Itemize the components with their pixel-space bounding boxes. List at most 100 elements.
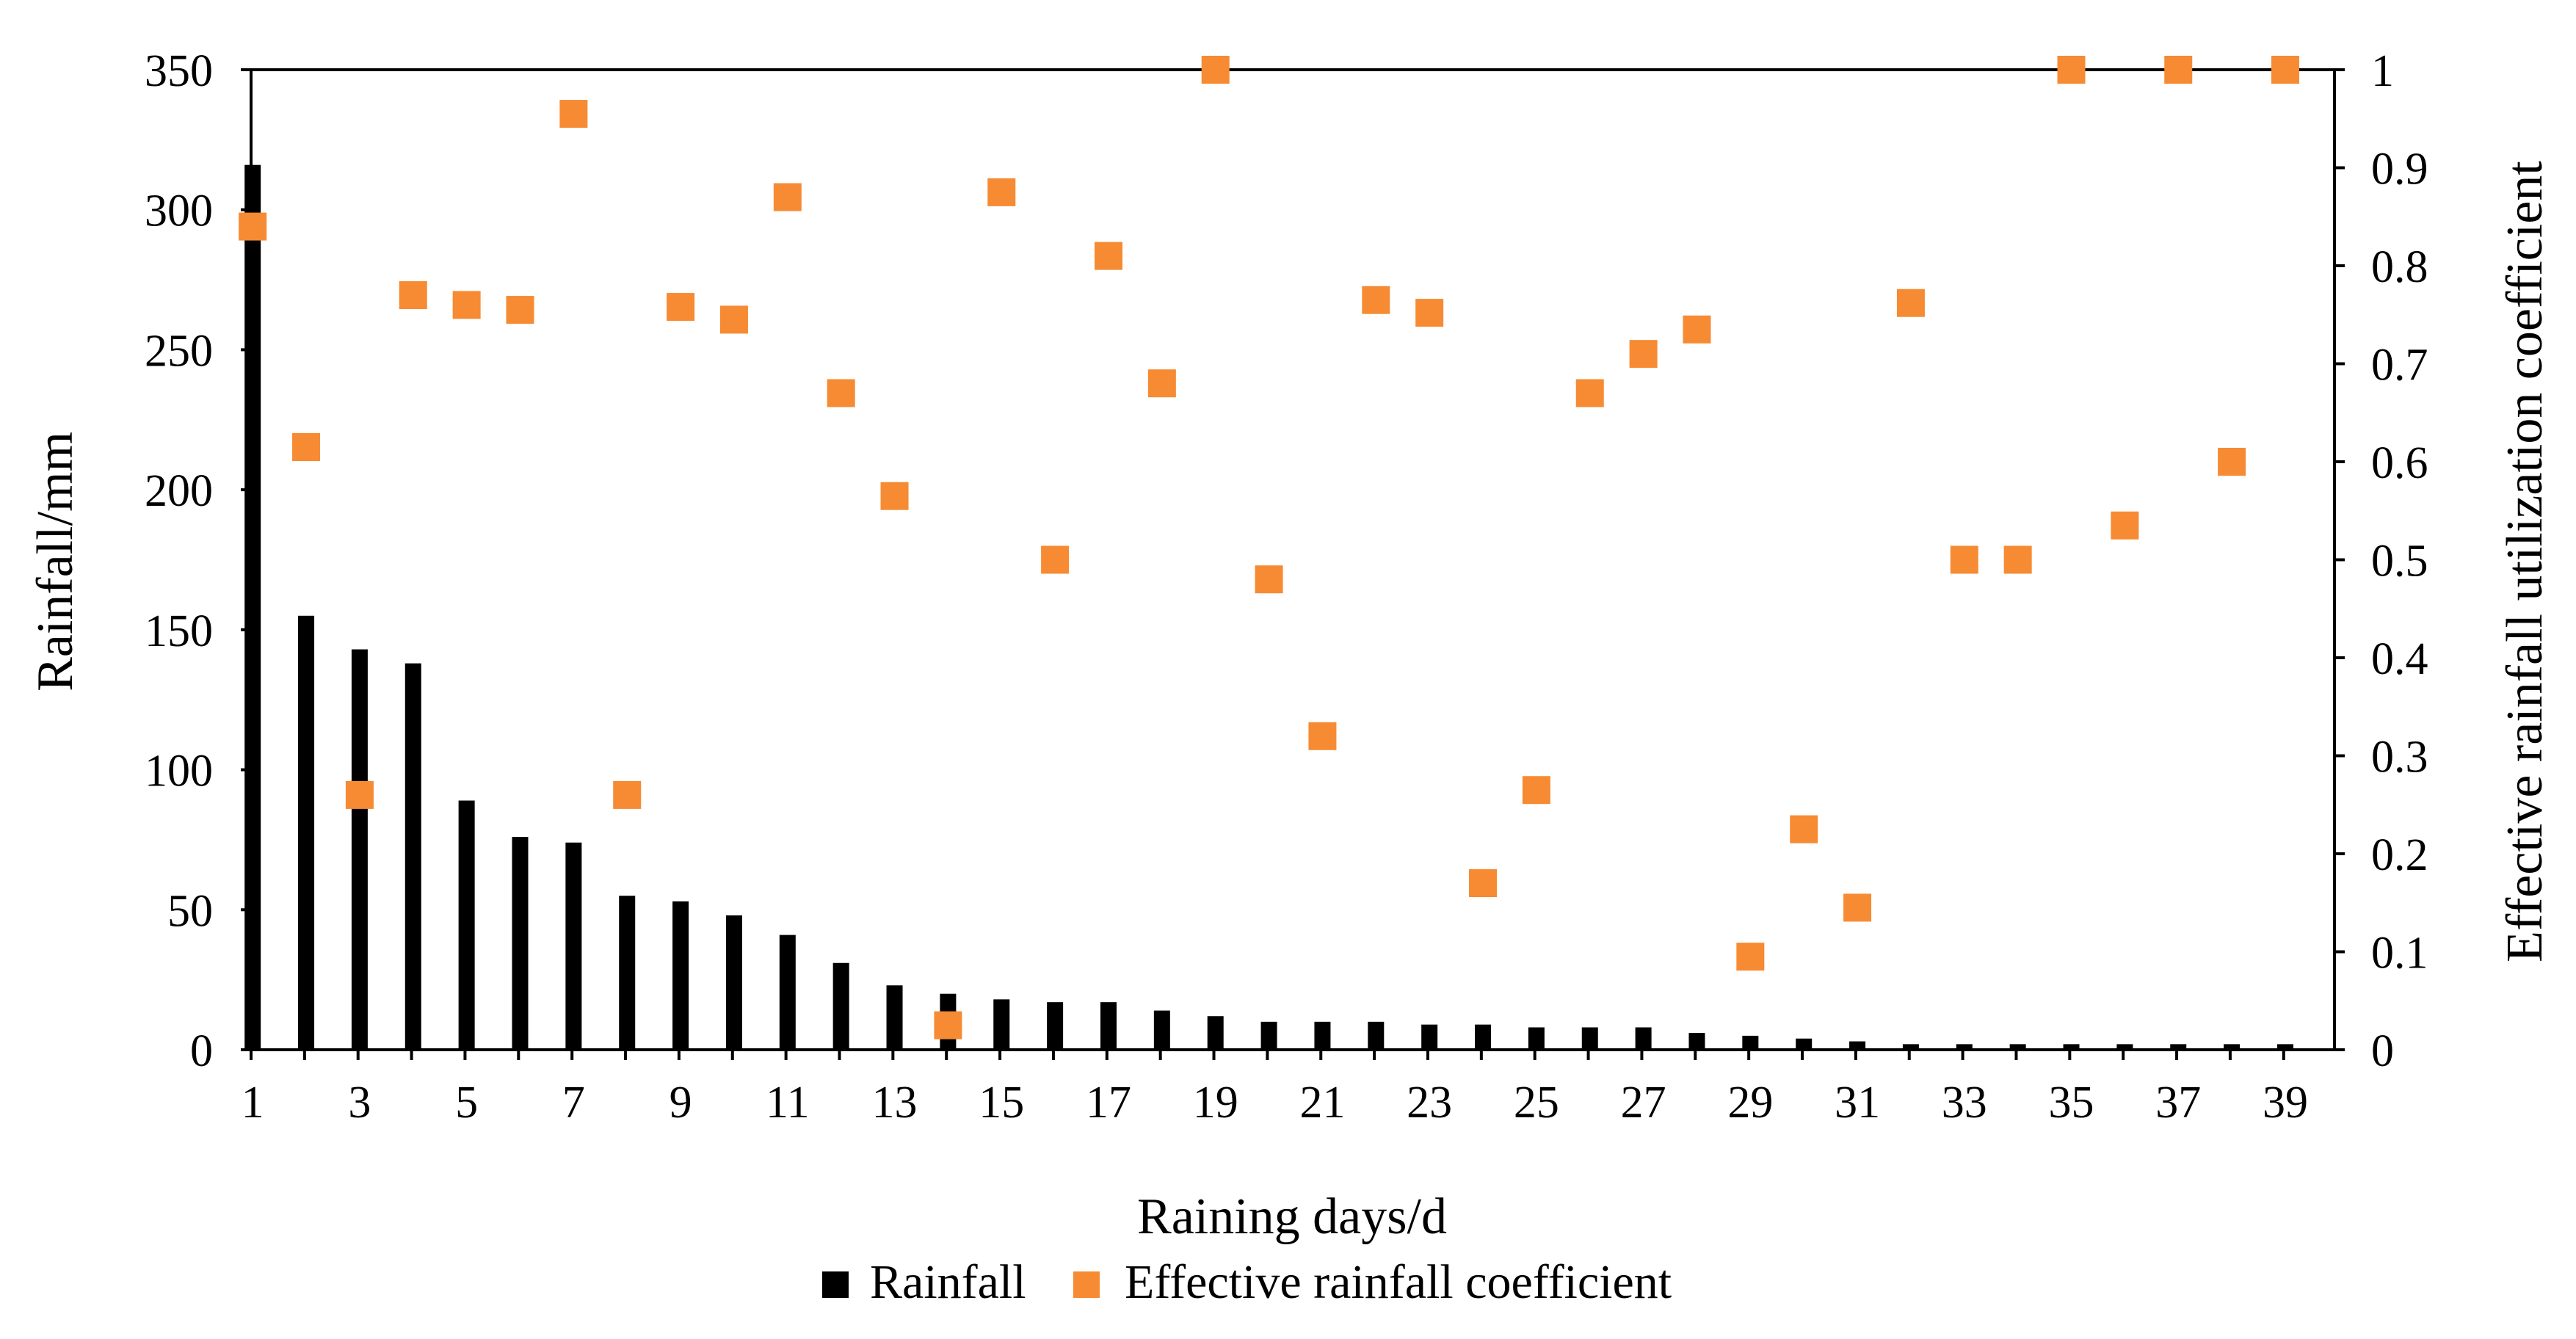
coefficient-point: [773, 183, 802, 211]
coefficient-point: [827, 379, 855, 407]
y2-tick-label: 1: [2371, 46, 2394, 96]
rainfall-bar: [565, 842, 582, 1050]
coefficient-point: [880, 482, 909, 510]
y2-tick-label: 0.6: [2371, 438, 2428, 488]
coefficient-point: [2164, 56, 2193, 84]
coefficient-point: [1308, 722, 1337, 750]
coefficient-point: [1147, 369, 1176, 398]
x-tick-label: 29: [1727, 1078, 1773, 1128]
x-tick-label: 21: [1299, 1078, 1345, 1128]
y2-tick-label: 0: [2371, 1026, 2394, 1076]
coefficient-point: [1629, 340, 1658, 369]
y2-tick-label: 0.9: [2371, 145, 2428, 195]
coefficient-point: [1683, 315, 1711, 344]
y-tick-label: 100: [145, 747, 213, 796]
rainfall-bar: [886, 985, 903, 1050]
y2-tick-label: 0.1: [2371, 929, 2428, 979]
y2-axis-title: Effective rainfall utilization coefficie…: [2497, 161, 2553, 962]
rainfall-bar: [298, 615, 315, 1050]
coefficient-point: [1469, 869, 1498, 898]
legend-label-rainfall: Rainfall: [870, 1255, 1026, 1309]
rainfall-bar: [1635, 1027, 1652, 1050]
rainfall-bar: [1153, 1010, 1170, 1050]
rainfall-bar: [2009, 1044, 2026, 1050]
coefficient-point: [506, 296, 534, 324]
rainfall-bar: [2063, 1044, 2080, 1050]
coefficient-point: [1950, 545, 1978, 574]
y2-tick-label: 0.8: [2371, 242, 2428, 292]
x-tick-label: 13: [872, 1078, 918, 1128]
rainfall-bar: [458, 800, 475, 1050]
coefficient-point: [1094, 242, 1122, 270]
rainfall-bar: [2170, 1044, 2187, 1050]
coefficient-point: [1522, 776, 1550, 805]
rainfall-bar: [725, 915, 742, 1050]
x-tick-label: 39: [2263, 1078, 2308, 1128]
coefficient-point: [399, 281, 427, 310]
coefficient-point: [719, 305, 748, 334]
rainfall-bar: [1796, 1038, 1813, 1050]
rainfall-bar: [2224, 1044, 2241, 1050]
x-tick-label: 9: [670, 1078, 692, 1128]
legend-label-coefficient: Effective rainfall coefficient: [1125, 1255, 1672, 1309]
coefficient-point: [1255, 565, 1283, 594]
y-tick-label: 350: [145, 46, 213, 96]
y-tick-label: 300: [145, 186, 213, 236]
rainfall-bar: [619, 896, 636, 1050]
y-tick-label: 250: [145, 326, 213, 376]
coefficient-point: [2218, 448, 2246, 476]
y2-tick-label: 0.5: [2371, 537, 2428, 587]
legend-swatch-rainfall: [822, 1271, 849, 1298]
coefficient-point: [1575, 379, 1604, 407]
coefficient-point: [613, 780, 642, 809]
rainfall-bar: [1421, 1024, 1438, 1050]
coefficient-point: [559, 100, 588, 128]
rainfall-bar: [1581, 1027, 1598, 1050]
rainfall-bar: [404, 663, 421, 1050]
rainfall-bar: [779, 935, 796, 1050]
coefficient-point: [292, 432, 321, 461]
y2-tick-label: 0.4: [2371, 634, 2428, 684]
y2-tick-label: 0.7: [2371, 341, 2428, 391]
legend-swatch-coefficient: [1073, 1271, 1100, 1298]
coefficient-point: [934, 1011, 962, 1039]
coefficient-point: [1736, 943, 1765, 971]
rainfall-bar: [1100, 1002, 1117, 1050]
coefficient-point: [2271, 56, 2299, 84]
rainfall-bar: [2276, 1044, 2293, 1050]
y-tick-label: 150: [145, 606, 213, 656]
x-tick-label: 11: [766, 1078, 810, 1128]
rainfall-bar: [993, 999, 1010, 1050]
rainfall-bar: [351, 649, 368, 1050]
rainfall-bar: [672, 901, 689, 1050]
rainfall-bar: [832, 962, 849, 1050]
coefficient-point: [1896, 289, 1925, 317]
x-tick-label: 37: [2155, 1078, 2201, 1128]
x-tick-label: 23: [1407, 1078, 1452, 1128]
rainfall-bar: [1475, 1024, 1492, 1050]
x-axis-title: Raining days/d: [1137, 1189, 1447, 1245]
coefficient-point: [1415, 299, 1444, 327]
coefficient-point: [1790, 815, 1818, 843]
x-tick-label: 19: [1193, 1078, 1238, 1128]
coefficient-point: [1362, 286, 1390, 314]
x-tick-label: 5: [455, 1078, 478, 1128]
coefficient-point: [1041, 545, 1070, 574]
coefficient-point: [345, 780, 374, 809]
y2-tick-label: 0.2: [2371, 830, 2428, 880]
rainfall-bar: [1688, 1033, 1705, 1050]
rainfall-bar: [1260, 1021, 1277, 1050]
rainfall-bar: [1047, 1002, 1064, 1050]
coefficient-point: [2003, 545, 2032, 574]
coefficient-point: [2111, 511, 2139, 540]
rainfall-bar: [1849, 1041, 1866, 1050]
rainfall-bar: [1742, 1035, 1759, 1050]
legend: Rainfall Effective rainfall coefficient: [822, 1255, 1672, 1309]
x-tick-label: 15: [979, 1078, 1024, 1128]
rainfall-bar: [1528, 1027, 1545, 1050]
x-tick-label: 25: [1514, 1078, 1559, 1128]
x-tick-label: 31: [1835, 1078, 1880, 1128]
y-axis-title: Rainfall/mm: [27, 432, 84, 692]
rainfall-bar: [512, 837, 529, 1050]
